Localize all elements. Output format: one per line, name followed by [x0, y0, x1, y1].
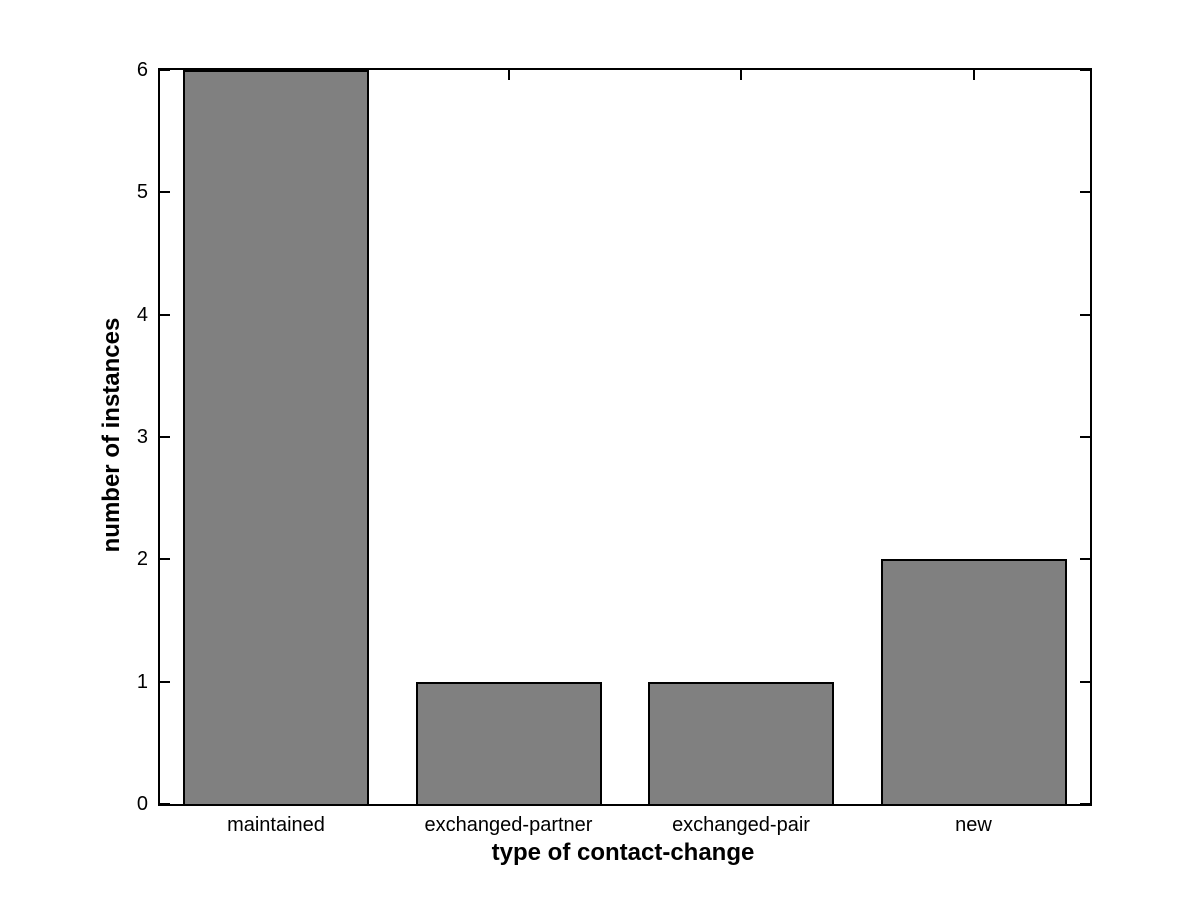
- y-tick-mark-right: [1080, 680, 1090, 683]
- y-tick-mark: [160, 191, 170, 194]
- y-tick-mark-right: [1080, 191, 1090, 194]
- y-tick-mark: [160, 803, 170, 805]
- bar-maintained: [183, 70, 370, 804]
- y-tick-label: 6: [136, 59, 148, 81]
- bar-exchanged-pair: [648, 681, 835, 804]
- y-tick-mark: [160, 680, 170, 683]
- bar-new: [880, 559, 1067, 804]
- y-tick-mark-right: [1080, 313, 1090, 316]
- x-tick-mark-top: [972, 70, 975, 80]
- y-tick-mark-right: [1080, 69, 1090, 71]
- y-tick-label: 5: [136, 181, 148, 204]
- x-tick-mark-top: [740, 70, 743, 80]
- y-tick-mark: [160, 313, 170, 316]
- plot-area: 0 1 2 3 4 5 6 maintained exchanged-partner exchan…: [137, 59, 1092, 836]
- x-tick-label: new: [955, 814, 992, 836]
- x-tick-label: exchanged-partner: [424, 814, 593, 836]
- y-tick-label: 4: [136, 303, 148, 326]
- y-tick-label: 2: [136, 548, 148, 571]
- y-tick-label: 1: [136, 670, 148, 693]
- y-tick-label: 3: [136, 426, 148, 448]
- y-tick-mark-right: [1080, 803, 1090, 805]
- x-axis-label: type of contact-change: [491, 839, 755, 866]
- bar-exchanged-partner: [415, 681, 602, 804]
- y-tick-mark: [160, 558, 170, 561]
- y-tick-mark-right: [1080, 436, 1090, 438]
- x-tick-label: maintained: [227, 814, 325, 836]
- y-tick-mark: [160, 69, 170, 71]
- y-tick-mark: [160, 436, 170, 438]
- y-tick-mark-right: [1080, 558, 1090, 561]
- x-tick-mark-top: [507, 70, 510, 80]
- x-tick-label: exchanged-pair: [672, 814, 810, 836]
- y-tick-label: 0: [136, 793, 148, 815]
